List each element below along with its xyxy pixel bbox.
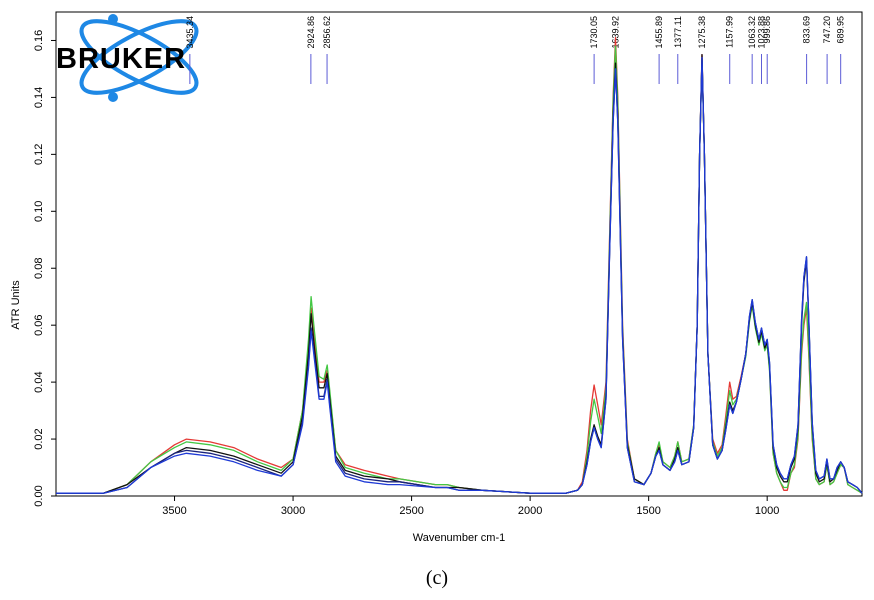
peak-label: 1157.99 (725, 16, 735, 48)
spectrum-series (56, 36, 863, 494)
spectrum-series-5 (56, 56, 863, 494)
y-tick-label: 0.16 (33, 30, 45, 51)
bruker-logo: BRUKER (56, 14, 199, 102)
logo-orbit-2 (79, 19, 199, 95)
logo-orbit-1 (79, 19, 199, 95)
peak-label: 1275.38 (697, 16, 707, 49)
x-tick-label: 3500 (162, 505, 186, 517)
peak-label: 1455.89 (654, 16, 664, 49)
y-tick-label: 0.02 (33, 428, 45, 449)
y-tick-label: 0.06 (33, 314, 45, 335)
peak-label: 1639.92 (610, 16, 620, 49)
spectrum-series-3 (56, 54, 863, 494)
peak-markers: 3435.34 2924.86 2856.62 1730.05 1639.92 1455.… (185, 16, 846, 84)
peak-label: 1023.88 (757, 16, 767, 49)
peak-label: 3435.34 (185, 16, 195, 49)
spectrum-series-1 (56, 36, 863, 494)
peak-label: 689.95 (836, 16, 846, 44)
peak-label: 1730.05 (589, 16, 599, 49)
plot-frame (55, 11, 863, 497)
y-tick-label: 0.04 (33, 371, 45, 392)
y-tick-label: 0.12 (33, 144, 45, 165)
peak-label: 1063.32 (747, 16, 757, 49)
y-axis-title: ATR Units (10, 280, 22, 330)
spectrum-series-2 (56, 45, 863, 494)
axis-ticks: 3500 3000 2500 2000 1500 1000 0.00 0.02 0.04 0.06… (33, 30, 779, 517)
x-tick-label: 3000 (281, 505, 305, 517)
logo-electron-top (108, 14, 118, 24)
x-tick-label: 2500 (399, 505, 423, 517)
logo-electron-bottom (108, 92, 118, 102)
figure-caption: (c) (426, 567, 448, 589)
y-tick-label: 0.10 (33, 201, 45, 222)
peak-label: 833.69 (802, 16, 812, 44)
y-tick-label: 0.08 (33, 258, 45, 279)
x-tick-label: 2000 (518, 505, 542, 517)
x-tick-label: 1500 (636, 505, 660, 517)
x-axis-title: Wavenumber cm-1 (413, 532, 506, 544)
peak-label: 999.86 (762, 16, 772, 44)
y-tick-label: 0.00 (33, 485, 45, 506)
spectrum-series-4 (56, 56, 863, 494)
peak-label: 1377.11 (673, 16, 683, 48)
peak-label: 747.20 (822, 16, 832, 44)
y-tick-label: 0.14 (33, 87, 45, 108)
x-tick-label: 1000 (755, 505, 779, 517)
logo-wordmark: BRUKER (56, 43, 186, 75)
peak-label: 2924.86 (306, 16, 316, 49)
peak-label: 2856.62 (322, 16, 332, 49)
